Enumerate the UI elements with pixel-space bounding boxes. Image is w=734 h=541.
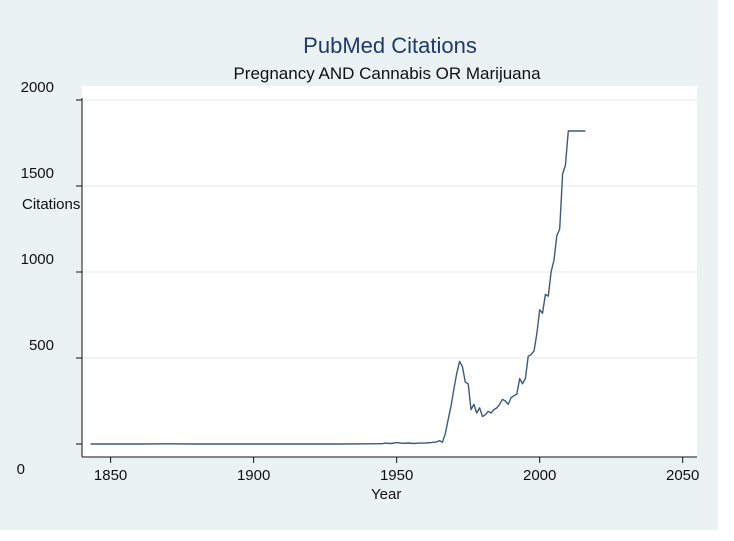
x-tick-label-1850: 1850 <box>94 467 127 484</box>
y-tick-label-1500: 1500 <box>21 165 54 182</box>
y-tick-label-500: 500 <box>29 337 54 354</box>
x-tick-label-1900: 1900 <box>237 467 270 484</box>
chart-title: PubMed Citations <box>303 33 477 58</box>
y-tick-label-1000: 1000 <box>21 251 54 268</box>
chart-subtitle: Pregnancy AND Cannabis OR Marijuana <box>233 64 541 83</box>
y-axis-label: Citations <box>22 196 81 213</box>
y-tick-label-2000: 2000 <box>21 79 54 96</box>
y-tick-label-0: 0 <box>17 461 25 478</box>
x-axis-label: Year <box>371 486 402 503</box>
frame-edge-right <box>718 0 734 541</box>
x-tick-label-2050: 2050 <box>666 467 699 484</box>
frame-edge-bottom <box>0 530 734 541</box>
x-tick-label-1950: 1950 <box>380 467 413 484</box>
x-tick-label-2000: 2000 <box>523 467 556 484</box>
series-line-0 <box>90 130 586 445</box>
